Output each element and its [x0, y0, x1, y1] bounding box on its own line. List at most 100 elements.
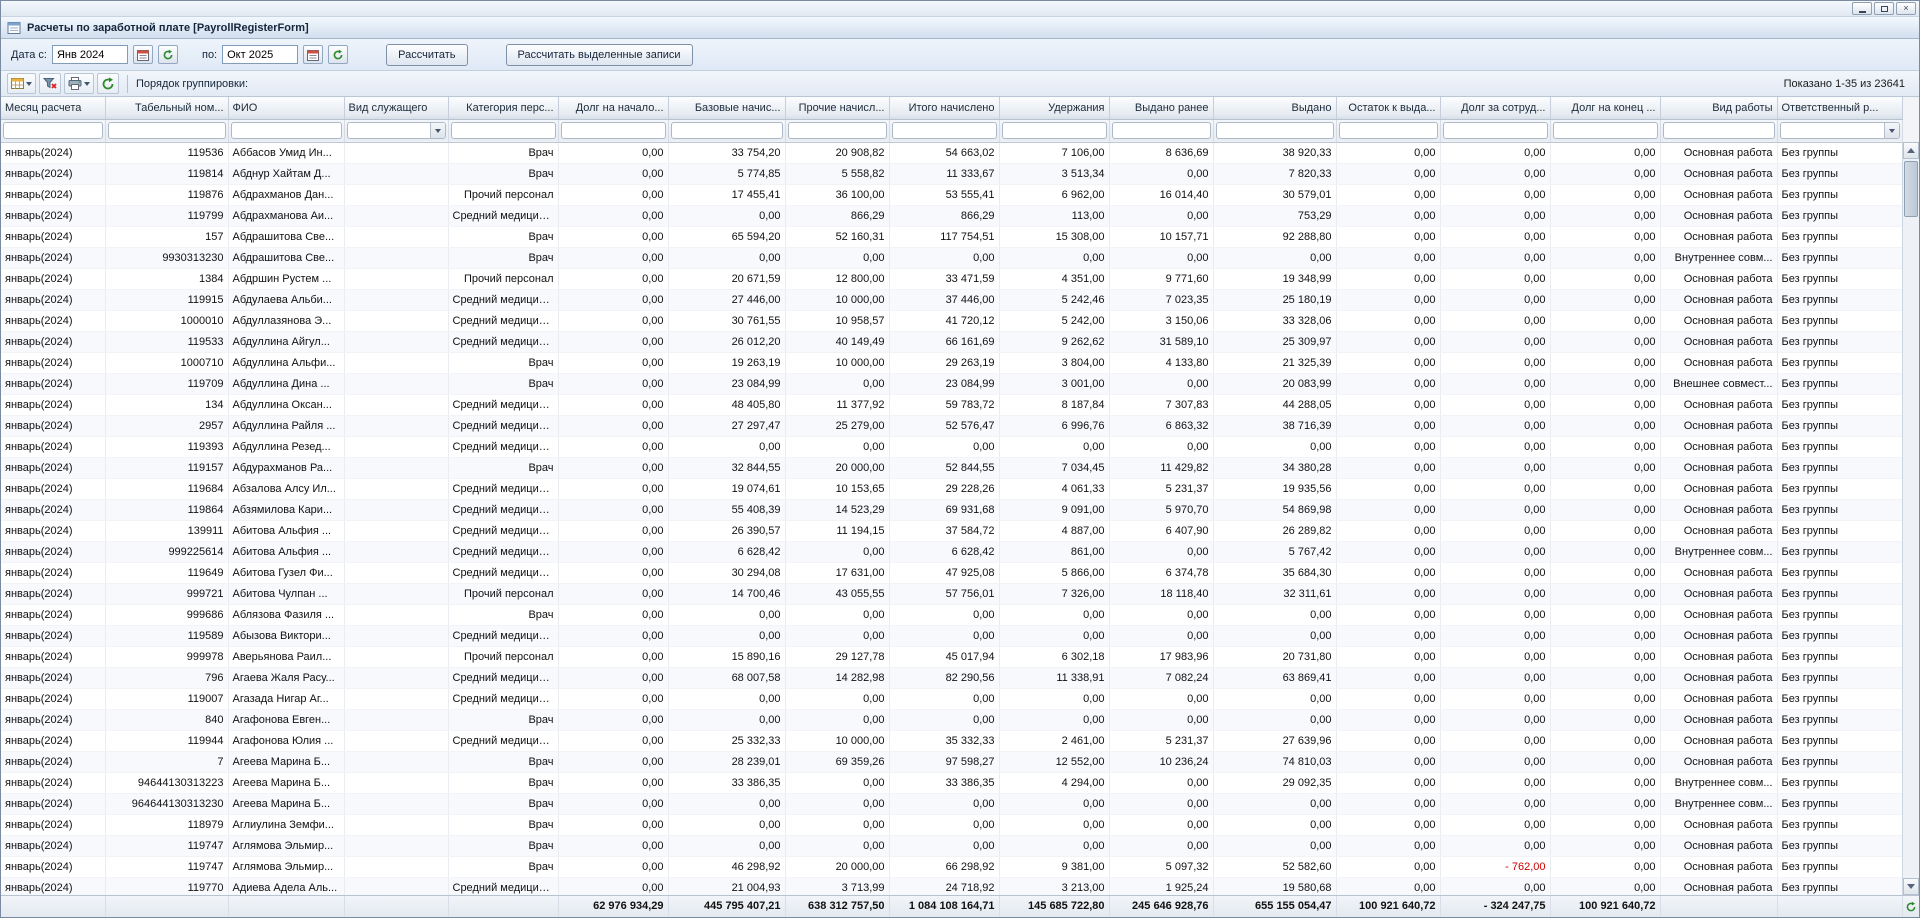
cell-tab_num[interactable]: 119799	[105, 205, 229, 227]
filter-input-debt_end[interactable]	[1552, 122, 1658, 139]
filter-input-debt_emp[interactable]	[1442, 122, 1548, 139]
cell-tab_num[interactable]: 1000010	[105, 310, 229, 332]
cell-month[interactable]: январь(2024)	[1, 226, 106, 248]
cell-debt_end[interactable]: 0,00	[1550, 247, 1661, 269]
cell-withheld[interactable]: 7 106,00	[999, 142, 1110, 164]
cell-work_type[interactable]: Основная работа	[1660, 583, 1778, 605]
cell-debt_start[interactable]: 0,00	[558, 793, 669, 815]
scrollbar-thumb[interactable]	[1904, 161, 1918, 217]
cell-paid_before[interactable]: 0,00	[1109, 814, 1214, 836]
table-row[interactable]: январь(2024) 999686 Аблязова Фазиля ... Вра…	[1, 604, 1902, 626]
cell-month[interactable]: январь(2024)	[1, 625, 106, 647]
table-row[interactable]: январь(2024) 119536 Аббасов Умид Ин... Врач…	[1, 142, 1902, 164]
cell-paid[interactable]: 0,00	[1213, 688, 1337, 710]
table-row[interactable]: январь(2024) 119944 Агафонова Юлия ... Сред…	[1, 730, 1902, 752]
filter-input-other_accr[interactable]	[787, 122, 887, 139]
cell-emp_type[interactable]	[344, 436, 449, 458]
table-row[interactable]: январь(2024) 1000010 Абдуллазянова Э... Сре…	[1, 310, 1902, 332]
cell-debt_emp[interactable]: 0,00	[1440, 583, 1551, 605]
cell-remainder[interactable]: 0,00	[1336, 520, 1441, 542]
cell-base_accr[interactable]: 19 263,19	[668, 352, 786, 374]
cell-withheld[interactable]: 9 091,00	[999, 499, 1110, 521]
table-row[interactable]: январь(2024) 1384 Абдршин Рустем ... Прочий…	[1, 268, 1902, 290]
cell-paid_before[interactable]: 0,00	[1109, 793, 1214, 815]
cell-debt_end[interactable]: 0,00	[1550, 205, 1661, 227]
cell-other_accr[interactable]: 14 282,98	[785, 667, 890, 689]
cell-paid[interactable]: 35 684,30	[1213, 562, 1337, 584]
table-row[interactable]: январь(2024) 119533 Абдуллина Айгул... Сред…	[1, 331, 1902, 353]
cell-emp_type[interactable]	[344, 352, 449, 374]
cell-base_accr[interactable]: 0,00	[668, 835, 786, 857]
cell-debt_start[interactable]: 0,00	[558, 226, 669, 248]
cell-paid[interactable]: 34 380,28	[1213, 457, 1337, 479]
cell-base_accr[interactable]: 46 298,92	[668, 856, 786, 878]
cell-debt_start[interactable]: 0,00	[558, 205, 669, 227]
cell-resp[interactable]: Без группы	[1777, 142, 1902, 164]
cell-work_type[interactable]: Основная работа	[1660, 562, 1778, 584]
cell-withheld[interactable]: 6 302,18	[999, 646, 1110, 668]
cell-resp[interactable]: Без группы	[1777, 583, 1902, 605]
cell-other_accr[interactable]: 10 000,00	[785, 289, 890, 311]
cell-other_accr[interactable]: 14 523,29	[785, 499, 890, 521]
cell-base_accr[interactable]: 19 074,61	[668, 478, 786, 500]
cell-paid[interactable]: 27 639,96	[1213, 730, 1337, 752]
column-header-paid[interactable]: Выдано	[1213, 97, 1337, 120]
cell-month[interactable]: январь(2024)	[1, 709, 106, 731]
cell-other_accr[interactable]: 43 055,55	[785, 583, 890, 605]
column-header-work_type[interactable]: Вид работы	[1660, 97, 1778, 120]
cell-tab_num[interactable]: 119157	[105, 457, 229, 479]
cell-paid[interactable]: 19 580,68	[1213, 877, 1337, 895]
cell-resp[interactable]: Без группы	[1777, 373, 1902, 395]
cell-other_accr[interactable]: 0,00	[785, 835, 890, 857]
cell-month[interactable]: январь(2024)	[1, 583, 106, 605]
cell-resp[interactable]: Без группы	[1777, 625, 1902, 647]
cell-remainder[interactable]: 0,00	[1336, 562, 1441, 584]
cell-remainder[interactable]: 0,00	[1336, 394, 1441, 416]
cell-work_type[interactable]: Основная работа	[1660, 163, 1778, 185]
cell-other_accr[interactable]: 0,00	[785, 541, 890, 563]
cell-fio[interactable]: Агафонова Юлия ...	[228, 730, 345, 752]
cell-work_type[interactable]: Основная работа	[1660, 415, 1778, 437]
cell-remainder[interactable]: 0,00	[1336, 667, 1441, 689]
cell-paid_before[interactable]: 0,00	[1109, 709, 1214, 731]
table-row[interactable]: январь(2024) 119589 Абызова Виктори... Сред…	[1, 625, 1902, 647]
cell-debt_start[interactable]: 0,00	[558, 625, 669, 647]
cell-debt_start[interactable]: 0,00	[558, 709, 669, 731]
cell-withheld[interactable]: 0,00	[999, 436, 1110, 458]
cell-tab_num[interactable]: 119533	[105, 331, 229, 353]
cell-tab_num[interactable]: 119684	[105, 478, 229, 500]
cell-category[interactable]: Врач	[448, 226, 559, 248]
cell-category[interactable]: Средний медицин...	[448, 436, 559, 458]
cell-fio[interactable]: Аглиулина Земфи...	[228, 814, 345, 836]
cell-withheld[interactable]: 3 804,00	[999, 352, 1110, 374]
cell-remainder[interactable]: 0,00	[1336, 877, 1441, 895]
cell-paid[interactable]: 0,00	[1213, 604, 1337, 626]
cell-paid_before[interactable]: 5 097,32	[1109, 856, 1214, 878]
cell-resp[interactable]: Без группы	[1777, 478, 1902, 500]
cell-tab_num[interactable]: 119747	[105, 835, 229, 857]
cell-debt_end[interactable]: 0,00	[1550, 709, 1661, 731]
cell-debt_start[interactable]: 0,00	[558, 184, 669, 206]
cell-debt_start[interactable]: 0,00	[558, 583, 669, 605]
cell-month[interactable]: январь(2024)	[1, 289, 106, 311]
cell-category[interactable]: Прочий персонал	[448, 583, 559, 605]
filter-input-emp_type[interactable]	[346, 122, 446, 139]
cell-debt_emp[interactable]: 0,00	[1440, 163, 1551, 185]
cell-base_accr[interactable]: 5 774,85	[668, 163, 786, 185]
cell-total_accr[interactable]: 11 333,67	[889, 163, 1000, 185]
cell-withheld[interactable]: 0,00	[999, 814, 1110, 836]
cell-withheld[interactable]: 9 262,62	[999, 331, 1110, 353]
cell-debt_emp[interactable]: 0,00	[1440, 184, 1551, 206]
table-row[interactable]: январь(2024) 119157 Абдурахманов Ра... Врач…	[1, 457, 1902, 479]
cell-month[interactable]: январь(2024)	[1, 604, 106, 626]
cell-debt_end[interactable]: 0,00	[1550, 289, 1661, 311]
cell-emp_type[interactable]	[344, 184, 449, 206]
scroll-up-button[interactable]	[1903, 142, 1919, 159]
cell-paid_before[interactable]: 0,00	[1109, 247, 1214, 269]
cell-base_accr[interactable]: 26 390,57	[668, 520, 786, 542]
table-row[interactable]: январь(2024) 119007 Агазада Нигар Аг... Сре…	[1, 688, 1902, 710]
cell-debt_start[interactable]: 0,00	[558, 268, 669, 290]
cell-resp[interactable]: Без группы	[1777, 667, 1902, 689]
cell-month[interactable]: январь(2024)	[1, 205, 106, 227]
cell-paid[interactable]: 33 328,06	[1213, 310, 1337, 332]
